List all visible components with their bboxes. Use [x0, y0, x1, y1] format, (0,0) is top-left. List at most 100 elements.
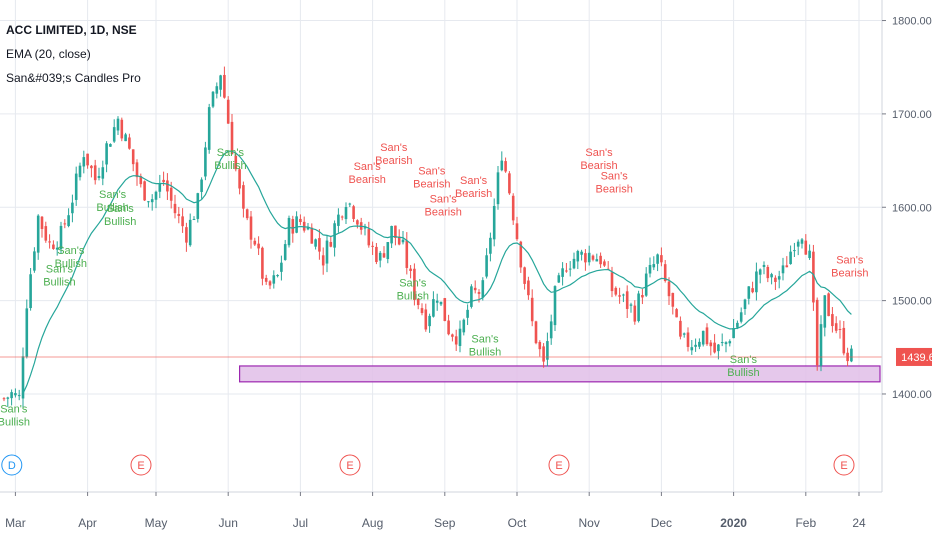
- signal-label: San's: [585, 147, 613, 159]
- candle-body: [52, 244, 55, 249]
- signal-label: Bullish: [469, 347, 501, 359]
- time-tick-label: Sep: [434, 516, 456, 530]
- price-tick-label: 1800.00: [892, 16, 932, 28]
- candlestick-series: [2, 66, 853, 408]
- candle-body: [166, 180, 169, 192]
- candle-body: [660, 255, 663, 263]
- candle-body: [432, 299, 435, 317]
- candle-body: [124, 134, 127, 142]
- ema-20-line: [22, 150, 852, 394]
- candle-body: [720, 342, 724, 344]
- candle-body: [785, 265, 789, 268]
- candle-body: [713, 342, 716, 353]
- candle-body: [283, 244, 287, 260]
- candle-body: [97, 176, 101, 178]
- signal-label: San's: [57, 245, 85, 257]
- event-label: E: [840, 460, 847, 472]
- candle-body: [842, 327, 846, 354]
- candle-body: [276, 275, 279, 277]
- candle-body: [105, 143, 108, 165]
- candle-body: [329, 241, 333, 247]
- time-tick-label: Aug: [362, 516, 383, 530]
- candle-body: [656, 254, 659, 264]
- candle-body: [709, 342, 713, 347]
- candle-body: [489, 237, 492, 254]
- candle-body: [477, 292, 481, 294]
- candle-body: [215, 86, 219, 94]
- candle-body: [59, 225, 63, 249]
- candle-body: [549, 321, 553, 339]
- signal-label: San's: [601, 170, 629, 182]
- candle-body: [800, 239, 804, 244]
- candle-body: [527, 280, 530, 296]
- symbol-title[interactable]: ACC LIMITED, 1D, NSE: [6, 23, 137, 37]
- candle-body: [428, 315, 431, 327]
- candle-body: [352, 206, 355, 219]
- candle-body: [698, 341, 701, 347]
- candle-body: [603, 261, 606, 266]
- candle-body: [325, 240, 329, 264]
- candle-body: [481, 280, 485, 298]
- candle-body: [188, 219, 192, 246]
- candle-body: [192, 219, 196, 221]
- indicator-legend[interactable]: San&#039;s Candles Pro: [6, 71, 141, 85]
- candle-body: [679, 320, 682, 337]
- event-marker: [1, 454, 23, 476]
- candle-body: [413, 268, 416, 300]
- signal-label: Bearish: [831, 267, 868, 279]
- candle-body: [287, 217, 291, 246]
- candle-body: [67, 215, 70, 227]
- candle-body: [739, 312, 743, 322]
- signal-label: Bullish: [727, 367, 759, 379]
- last-price-label: 1439.65: [901, 352, 932, 364]
- signal-label: Bullish: [104, 216, 136, 228]
- axes: 1439.65 1400.00 1500.00 1600.00 1700.00 1800.…: [0, 0, 932, 530]
- signal-label: Bearish: [580, 160, 617, 172]
- candle-body: [473, 287, 477, 291]
- candle-body: [177, 213, 181, 216]
- candle-body: [116, 118, 120, 131]
- candle-body: [44, 226, 48, 241]
- candle-body: [86, 153, 89, 166]
- candle-body: [173, 203, 177, 214]
- signal-label: San's: [107, 203, 135, 215]
- time-tick-label: 24: [852, 516, 866, 530]
- signal-label: Bearish: [375, 155, 412, 167]
- candle-body: [561, 268, 564, 277]
- candle-body: [90, 165, 93, 169]
- candle-body: [622, 294, 625, 296]
- candle-body: [462, 319, 466, 333]
- ema-legend[interactable]: EMA (20, close): [6, 47, 91, 61]
- signal-label: San's: [99, 189, 127, 201]
- candle-body: [671, 292, 675, 307]
- candle-body: [147, 201, 150, 203]
- candle-body: [827, 293, 830, 317]
- candle-body: [340, 216, 344, 218]
- candle-body: [112, 127, 116, 142]
- candle-body: [610, 272, 614, 292]
- candle-body: [21, 356, 25, 399]
- candle-body: [154, 191, 158, 200]
- signal-label: San's: [430, 194, 458, 206]
- price-tick-label: 1600.00: [892, 202, 932, 214]
- signal-label: San's: [380, 142, 408, 154]
- candle-body: [74, 173, 78, 200]
- candle-body: [253, 240, 257, 245]
- candle-body: [264, 277, 268, 282]
- candle-body: [295, 216, 298, 233]
- candle-body: [78, 165, 82, 178]
- candle-body: [207, 107, 211, 150]
- candle-body: [595, 259, 599, 262]
- signal-label: Bullish: [43, 277, 75, 289]
- candle-body: [416, 298, 420, 306]
- candle-body: [580, 251, 583, 255]
- candle-body: [542, 346, 545, 362]
- candle-body: [591, 255, 595, 260]
- time-tick-label: 2020: [720, 516, 747, 530]
- candle-body: [363, 227, 367, 229]
- candle-body: [812, 251, 815, 303]
- candle-body: [93, 165, 97, 181]
- candle-body: [249, 216, 253, 240]
